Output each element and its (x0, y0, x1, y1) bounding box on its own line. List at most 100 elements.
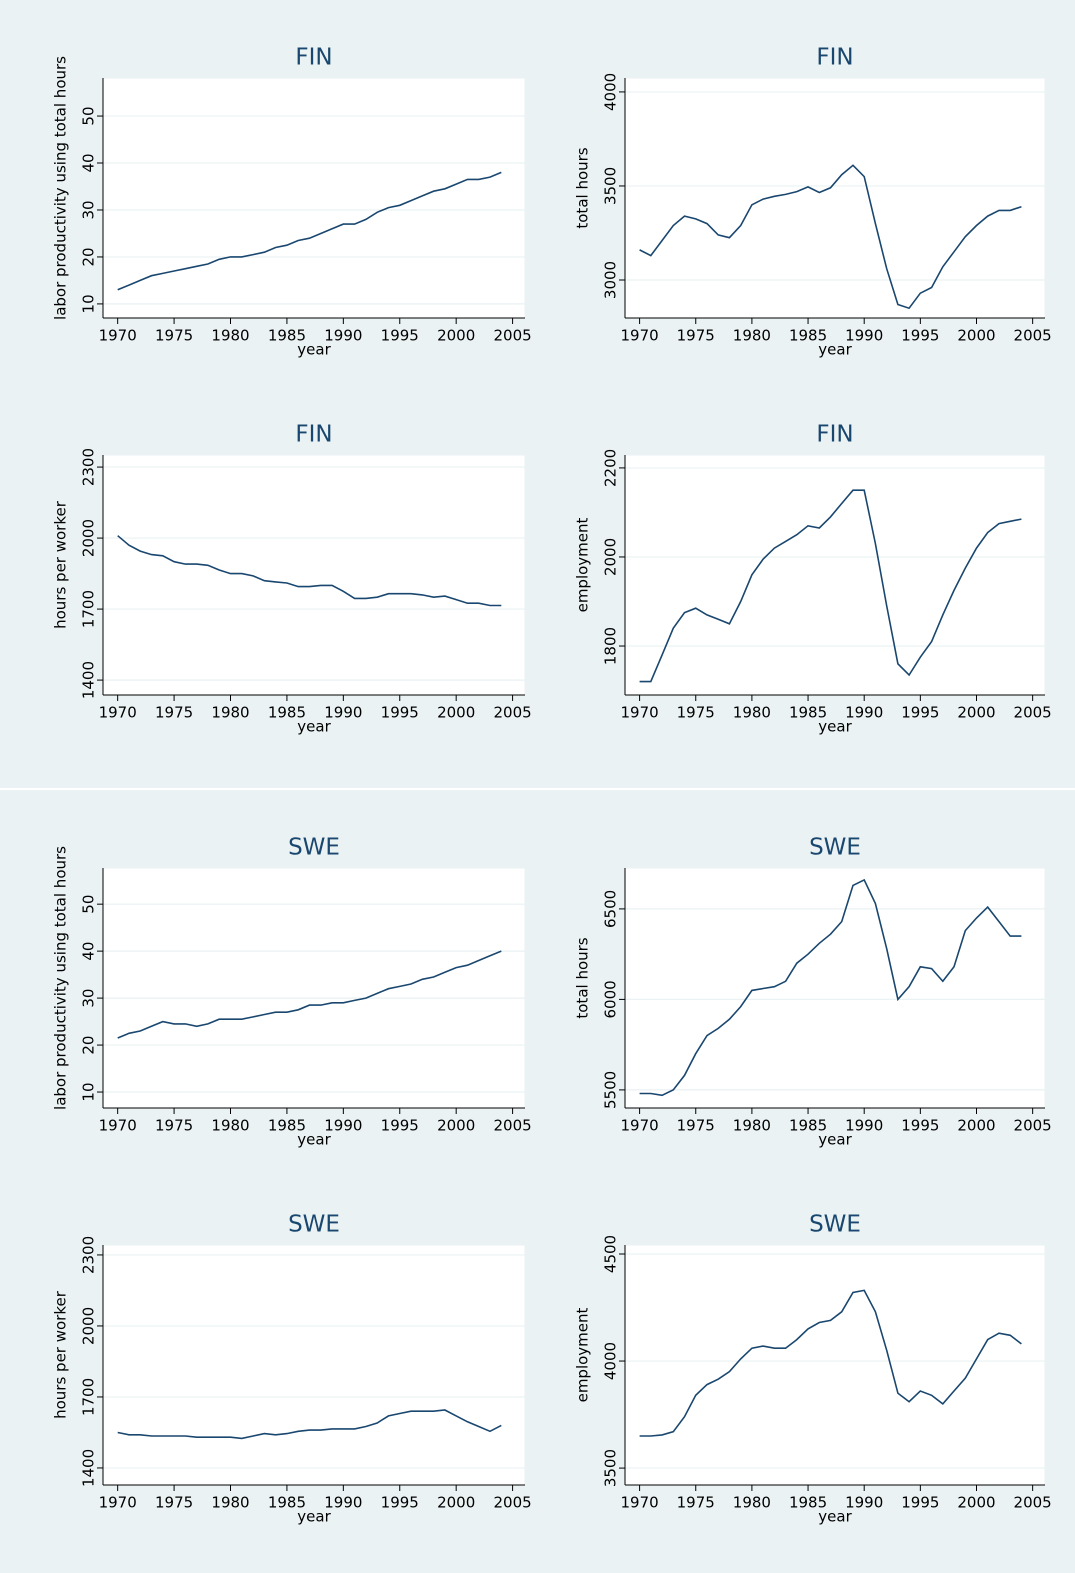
y-tick-label: 2200 (602, 449, 620, 487)
y-tick-label: 40 (80, 942, 98, 961)
x-tick-label: 2005 (1014, 1494, 1052, 1512)
x-tick-label: 1975 (677, 1117, 715, 1135)
x-tick-label: 1975 (155, 1117, 193, 1135)
chart-title: FIN (295, 422, 332, 448)
x-tick-label: 1970 (99, 1117, 137, 1135)
x-tick-label: 2000 (437, 327, 475, 345)
plot-area (624, 1244, 1046, 1486)
chart-title: FIN (295, 45, 332, 71)
x-tick-label: 2000 (437, 704, 475, 722)
x-tick-label: 1985 (268, 1117, 306, 1135)
x-axis-label: year (818, 718, 852, 736)
x-tick-label: 1980 (211, 327, 249, 345)
x-tick-label: 1980 (211, 704, 249, 722)
y-tick-label: 30 (80, 989, 98, 1008)
x-axis-label: year (297, 718, 331, 736)
y-axis-label: employment (574, 1307, 592, 1402)
data-line (117, 535, 502, 607)
y-axis-label: hours per worker (52, 1290, 70, 1419)
x-tick-label: 2005 (1014, 704, 1052, 722)
x-tick-label: 1975 (677, 327, 715, 345)
data-line (117, 950, 502, 1039)
data-line (639, 878, 1022, 1097)
x-tick-label: 1985 (268, 327, 306, 345)
plot-area (624, 77, 1046, 319)
x-axis-label: year (297, 1131, 331, 1149)
x-tick-label: 1990 (324, 327, 362, 345)
y-tick-label: 3500 (602, 167, 620, 205)
chart-title: SWE (809, 1212, 861, 1238)
y-tick-label: 1700 (80, 590, 98, 628)
x-tick-label: 1990 (324, 704, 362, 722)
x-tick-label: 1995 (381, 1494, 419, 1512)
y-axis-label: employment (574, 517, 592, 612)
x-tick-label: 1985 (789, 704, 827, 722)
x-tick-label: 1970 (621, 704, 659, 722)
x-tick-label: 1995 (901, 1494, 939, 1512)
x-tick-label: 1970 (621, 1494, 659, 1512)
y-tick-label: 2000 (602, 538, 620, 576)
x-tick-label: 1970 (621, 1117, 659, 1135)
y-tick-label: 2300 (80, 448, 98, 486)
x-axis-label: year (297, 341, 331, 359)
plot-area (624, 454, 1046, 696)
x-axis-label: year (297, 1508, 331, 1526)
y-tick-label: 1400 (80, 1449, 98, 1487)
y-tick-label: 5500 (602, 1071, 620, 1109)
y-tick-label: 10 (80, 294, 98, 313)
y-axis-label: hours per worker (52, 500, 70, 629)
x-tick-label: 2005 (493, 1494, 531, 1512)
y-tick-label: 2000 (80, 1307, 98, 1345)
chart-title: SWE (288, 1212, 340, 1238)
x-tick-label: 1995 (381, 704, 419, 722)
x-tick-label: 1975 (677, 1494, 715, 1512)
chart-title: SWE (809, 835, 861, 861)
chart-title: FIN (816, 45, 853, 71)
x-tick-label: 1985 (789, 1117, 827, 1135)
y-axis-label: labor productivity using total hours (52, 56, 70, 320)
y-tick-label: 10 (80, 1082, 98, 1101)
x-tick-label: 1980 (733, 1117, 771, 1135)
x-tick-label: 1975 (677, 704, 715, 722)
x-tick-label: 2000 (957, 1117, 995, 1135)
x-tick-label: 1995 (381, 1117, 419, 1135)
data-line (639, 164, 1022, 310)
y-tick-label: 50 (80, 106, 98, 125)
x-tick-label: 1970 (99, 704, 137, 722)
x-tick-label: 1995 (901, 1117, 939, 1135)
x-axis-label: year (818, 341, 852, 359)
x-tick-label: 1975 (155, 1494, 193, 1512)
x-tick-label: 1985 (268, 1494, 306, 1512)
y-tick-label: 1400 (80, 661, 98, 699)
x-tick-label: 2000 (957, 1494, 995, 1512)
x-tick-label: 1990 (845, 1494, 883, 1512)
data-line (117, 171, 502, 291)
x-tick-label: 1980 (211, 1494, 249, 1512)
y-tick-label: 20 (80, 1036, 98, 1055)
x-tick-label: 2000 (437, 1494, 475, 1512)
plot-area (102, 454, 526, 696)
y-tick-label: 6500 (602, 890, 620, 928)
plot-area (102, 77, 526, 319)
y-tick-label: 30 (80, 200, 98, 219)
x-tick-label: 1990 (324, 1117, 362, 1135)
x-tick-label: 1975 (155, 327, 193, 345)
y-tick-label: 50 (80, 895, 98, 914)
x-axis-label: year (818, 1508, 852, 1526)
x-tick-label: 2005 (493, 327, 531, 345)
x-tick-label: 2005 (1014, 1117, 1052, 1135)
chart-title: SWE (288, 835, 340, 861)
x-tick-label: 1980 (733, 704, 771, 722)
x-tick-label: 1975 (155, 704, 193, 722)
x-tick-label: 1980 (733, 327, 771, 345)
x-tick-label: 1995 (901, 327, 939, 345)
x-tick-label: 2000 (957, 327, 995, 345)
x-tick-label: 1980 (733, 1494, 771, 1512)
y-axis-label: total hours (574, 147, 592, 228)
x-tick-label: 2005 (1014, 327, 1052, 345)
y-tick-label: 20 (80, 247, 98, 266)
x-tick-label: 1985 (268, 704, 306, 722)
chart-title: FIN (816, 422, 853, 448)
x-tick-label: 1970 (99, 327, 137, 345)
